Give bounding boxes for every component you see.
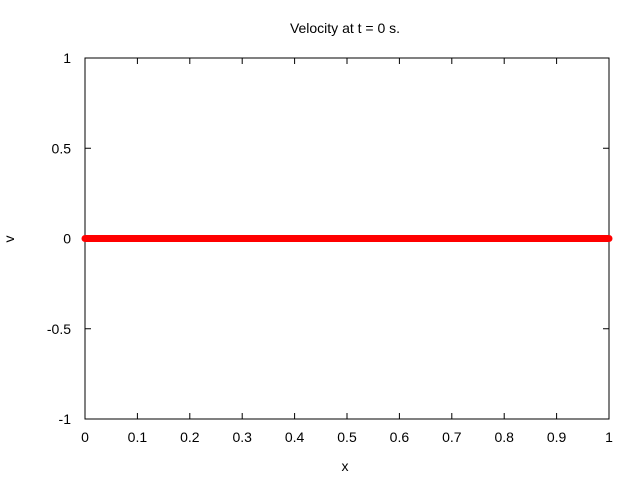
x-tick-label: 0.6 [390,429,410,445]
data-point [186,235,194,242]
data-point [238,235,246,242]
series-layer [81,235,613,242]
data-point [448,235,456,242]
data-point [291,235,299,242]
data-point [500,235,508,242]
x-tick-label: 0.3 [232,429,252,445]
data-point [81,235,89,242]
data-point [553,235,561,242]
data-point [395,235,403,242]
x-tick-label: 1 [605,429,613,445]
chart-title: Velocity at t = 0 s. [290,20,400,36]
x-tick-label: 0.8 [494,429,514,445]
y-tick-label: -1 [59,411,72,427]
x-tick-label: 0.2 [180,429,200,445]
x-tick-label: 0.7 [442,429,462,445]
x-axis: 0 0.1 0.2 0.3 0.4 0.5 0.6 0.7 0.8 0.9 1 [81,58,613,445]
y-tick-label: 1 [63,50,71,66]
x-tick-label: 0.9 [547,429,567,445]
data-point [133,235,141,242]
x-tick-label: 0.1 [128,429,148,445]
y-axis: 1 0.5 0 -0.5 -1 [47,50,609,427]
y-tick-label: 0.5 [52,140,72,156]
x-tick-label: 0 [81,429,89,445]
x-axis-label: x [342,458,349,474]
x-tick-label: 0.4 [285,429,305,445]
y-tick-label: 0 [63,231,71,247]
y-tick-label: -0.5 [47,321,71,337]
y-axis-label: v [1,236,17,243]
data-point [343,235,351,242]
x-tick-label: 0.5 [337,429,357,445]
data-point [605,235,613,242]
